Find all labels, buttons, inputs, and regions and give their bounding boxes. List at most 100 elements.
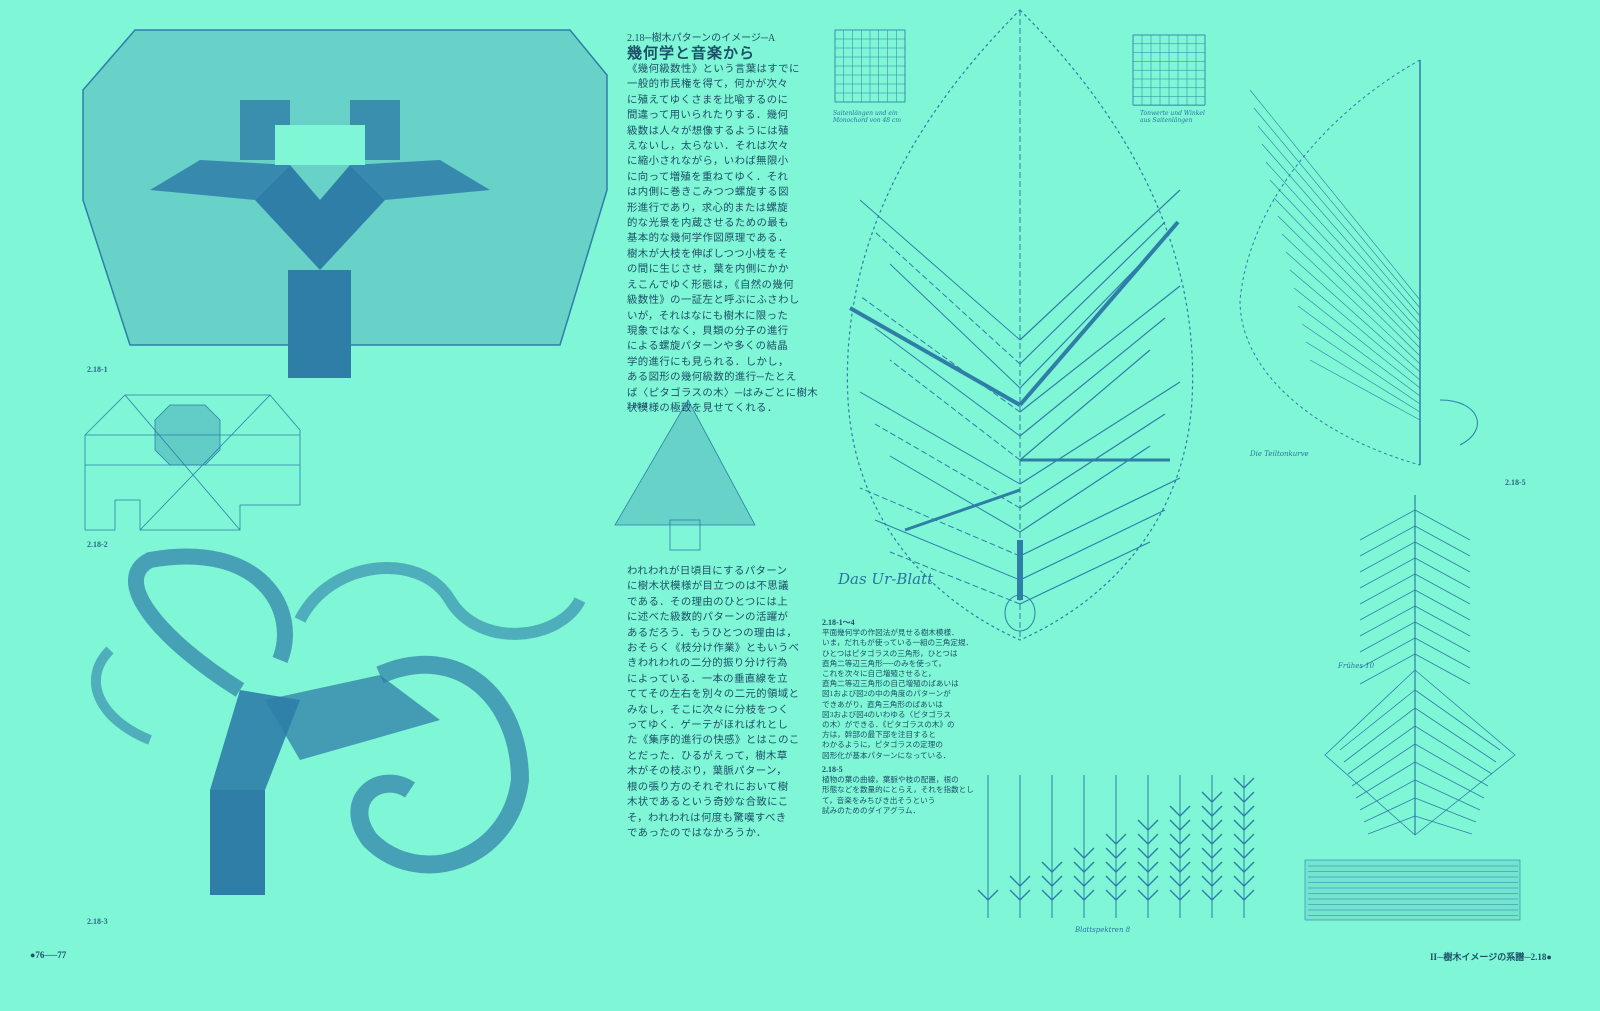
stroke <box>1339 689 1416 751</box>
stroke <box>1115 847 1127 859</box>
stroke <box>1233 819 1245 831</box>
stroke <box>1009 889 1021 901</box>
stroke <box>1359 653 1416 685</box>
caption-line: 直角二等辺三角形──のみを使って， <box>822 658 946 668</box>
stroke <box>1147 861 1159 873</box>
stroke <box>1179 819 1191 831</box>
body-line: 基本的な幾何学作図原理である． <box>627 233 789 245</box>
stroke <box>1359 557 1416 589</box>
caption-label: 2.18-1〜4 <box>822 618 855 627</box>
stroke <box>1414 605 1471 637</box>
stroke <box>1201 875 1213 887</box>
stroke <box>1253 107 1421 309</box>
stroke <box>1105 875 1117 887</box>
stroke <box>1414 689 1501 751</box>
body-line: 樹木が大枝を伸ばしつつ小枝をそ <box>627 248 789 260</box>
figure-curve <box>1239 59 1478 466</box>
stroke <box>1179 889 1191 901</box>
stroke <box>1041 889 1053 901</box>
body-line: は内側に巻きこみつつ螺旋する図 <box>627 187 789 199</box>
stroke <box>1243 777 1255 789</box>
stroke <box>874 423 1021 509</box>
body-line: えないし，太らない．それは次々 <box>627 141 789 153</box>
figure-tree-octagon <box>82 29 608 378</box>
stroke <box>1233 805 1245 817</box>
stroke <box>1359 589 1416 621</box>
stroke <box>1019 509 1166 581</box>
stroke <box>1359 621 1416 653</box>
stroke <box>1041 861 1053 873</box>
stroke <box>1147 833 1159 845</box>
caption-line: これを次々に自己増殖させると， <box>822 669 936 679</box>
stroke <box>1051 889 1063 901</box>
stroke <box>1243 889 1255 901</box>
body-line: 木状であるという奇妙な合致にこ <box>627 797 789 809</box>
stroke <box>1201 889 1213 901</box>
caption-line: 平面幾何学の作図法が見せる樹木模様． <box>822 628 959 638</box>
stroke <box>1169 861 1181 873</box>
stroke <box>1137 861 1149 873</box>
stroke <box>1414 509 1471 541</box>
stroke <box>1147 847 1159 859</box>
body-line: に樹木状模様が目立つのは不思議 <box>627 581 789 593</box>
stroke <box>1073 889 1085 901</box>
stroke <box>1233 875 1245 887</box>
stroke <box>1359 525 1416 557</box>
diagram-label: Blattspektren 8 <box>1075 926 1131 934</box>
body-line: われわれが日頃目にするパターン <box>627 566 788 577</box>
body-line: 形進行であり，求心的または螺旋 <box>627 202 789 214</box>
stroke <box>1414 761 1485 799</box>
stroke <box>1147 889 1159 901</box>
stroke <box>1073 847 1085 859</box>
stroke <box>1009 875 1021 887</box>
figure-branch <box>1324 495 1516 836</box>
stroke <box>1297 305 1421 397</box>
body-line: 級数性》の一証左と呼ぶにふさわし <box>627 295 800 307</box>
body-line: みなし，そこに次々に分枝をつく <box>627 704 789 716</box>
stroke <box>1414 557 1471 589</box>
body-line: によっている．一本の垂直線を立 <box>627 673 789 685</box>
body-line: 一般的市民権を得て，何かが次々 <box>627 79 789 91</box>
stroke <box>977 889 989 901</box>
stroke <box>1414 707 1497 763</box>
stroke <box>1233 861 1245 873</box>
figure-spiral-tree <box>90 548 586 895</box>
body-line: た《集序的進行の快感》とはこのこ <box>627 735 800 747</box>
stroke <box>1414 573 1471 605</box>
stroke <box>1233 847 1245 859</box>
stroke <box>1019 221 1166 365</box>
stroke <box>1083 889 1095 901</box>
body-line: に向って増殖を重ねてゆく．それ <box>627 171 789 183</box>
stroke <box>1041 875 1053 887</box>
stroke <box>1019 875 1031 887</box>
stroke <box>1019 317 1166 437</box>
body-line: 級数は人々が想像するようには殖 <box>627 125 789 137</box>
stroke <box>889 455 1021 533</box>
stroke <box>1277 215 1421 357</box>
stroke <box>1309 359 1421 421</box>
stroke <box>1105 889 1117 901</box>
stroke <box>1414 779 1481 811</box>
stroke <box>1243 861 1255 873</box>
diagram-label: Tonwerte und Winkel aus Saitenlängen <box>1140 110 1205 124</box>
stroke <box>1179 805 1191 817</box>
caption-line: 図1および図2の中の角度のパターンが <box>822 689 951 699</box>
caption-line: 植物の葉の曲線，葉脈や枝の配置，根の <box>822 775 959 785</box>
stroke <box>1414 541 1471 573</box>
stroke <box>1105 861 1117 873</box>
stroke <box>1019 189 1181 341</box>
body-line: 的な光景を内蔵させるための最も <box>627 218 789 230</box>
stroke <box>859 487 1021 557</box>
stroke <box>1301 323 1421 405</box>
caption-line: いま，だれもが使っている一組の三角定規． <box>822 638 974 648</box>
stroke <box>1243 805 1255 817</box>
stroke <box>1083 875 1095 887</box>
stroke <box>1201 833 1213 845</box>
stroke <box>1233 833 1245 845</box>
figure-label: 2.18-5 <box>1505 478 1526 487</box>
stroke <box>859 391 1021 485</box>
body-column: 《幾何級数性》という言葉はすでに 一般的市民権を得て，何かが次々 に殖えてゆくさまを… <box>627 62 818 416</box>
stroke <box>1169 875 1181 887</box>
stroke <box>1019 541 1151 605</box>
stroke <box>1073 861 1085 873</box>
